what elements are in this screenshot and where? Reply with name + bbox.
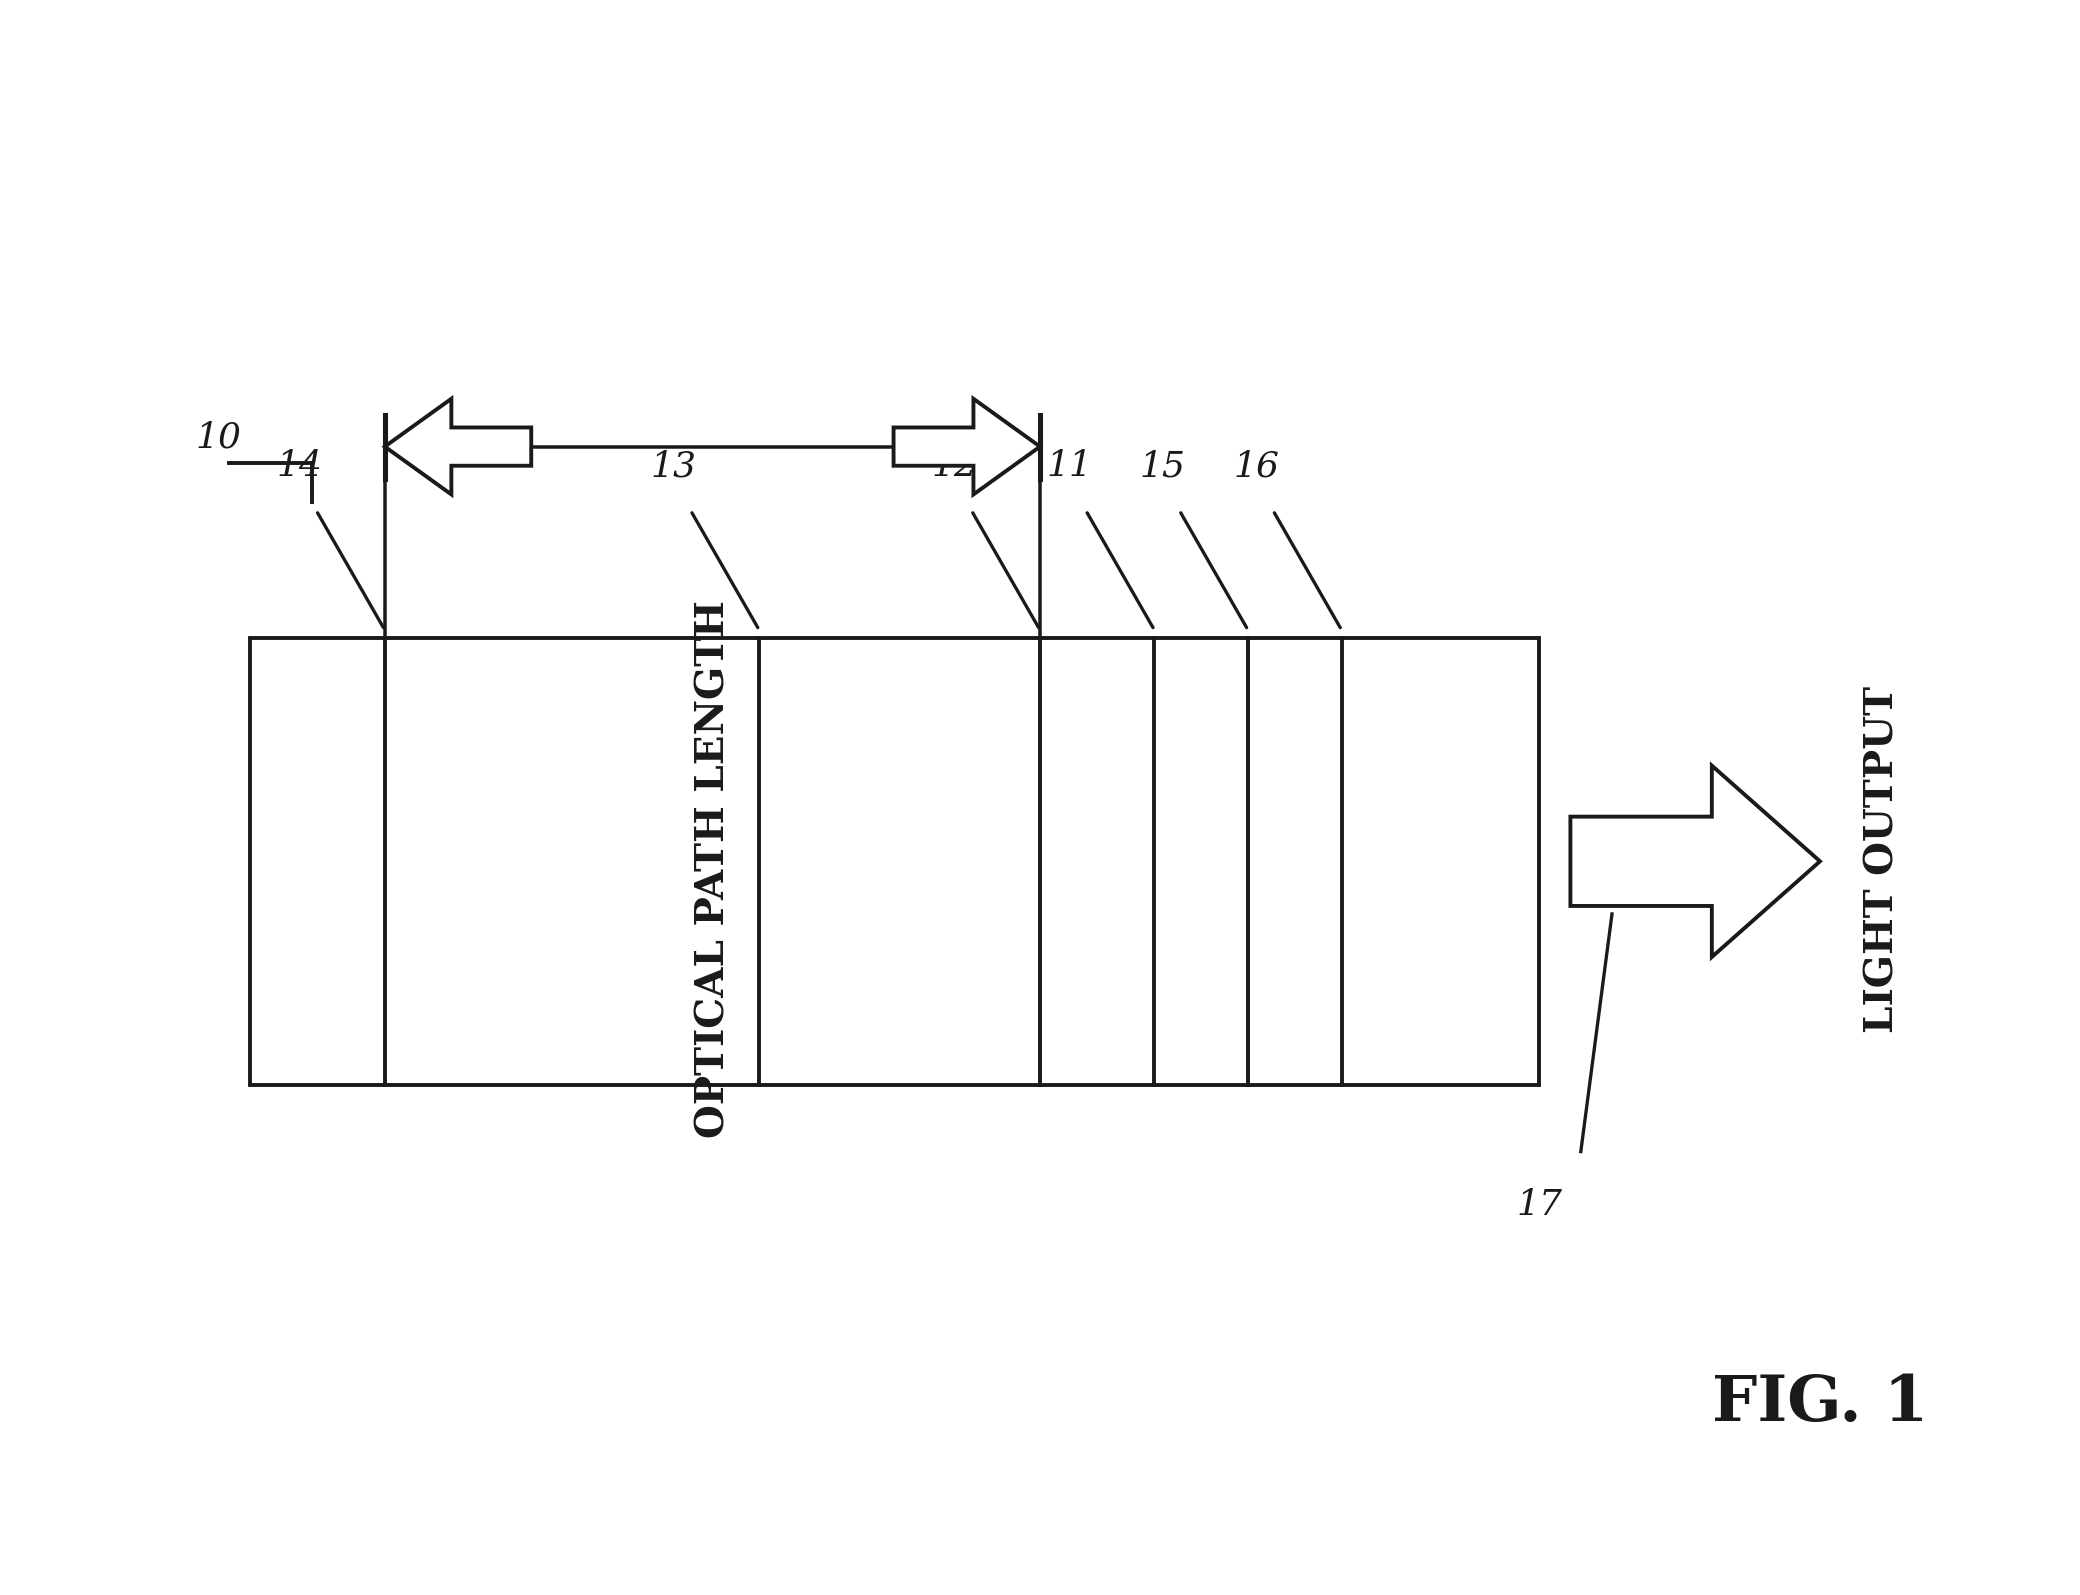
Text: FIG. 1: FIG. 1 — [1712, 1373, 1928, 1434]
Text: 17: 17 — [1516, 1188, 1562, 1222]
Text: 11: 11 — [1046, 450, 1092, 483]
Text: 16: 16 — [1233, 450, 1279, 483]
Text: 12: 12 — [932, 450, 978, 483]
Text: OPTICAL PATH LENGTH: OPTICAL PATH LENGTH — [695, 600, 732, 1139]
Text: 13: 13 — [651, 450, 697, 483]
Bar — [250, 638, 1539, 1085]
Polygon shape — [385, 399, 530, 494]
Text: LIGHT OUTPUT: LIGHT OUTPUT — [1864, 686, 1901, 1034]
Polygon shape — [894, 399, 1040, 494]
Text: 15: 15 — [1140, 450, 1186, 483]
Polygon shape — [1570, 766, 1820, 957]
Text: 14: 14 — [277, 450, 322, 483]
Text: 10: 10 — [196, 421, 241, 455]
